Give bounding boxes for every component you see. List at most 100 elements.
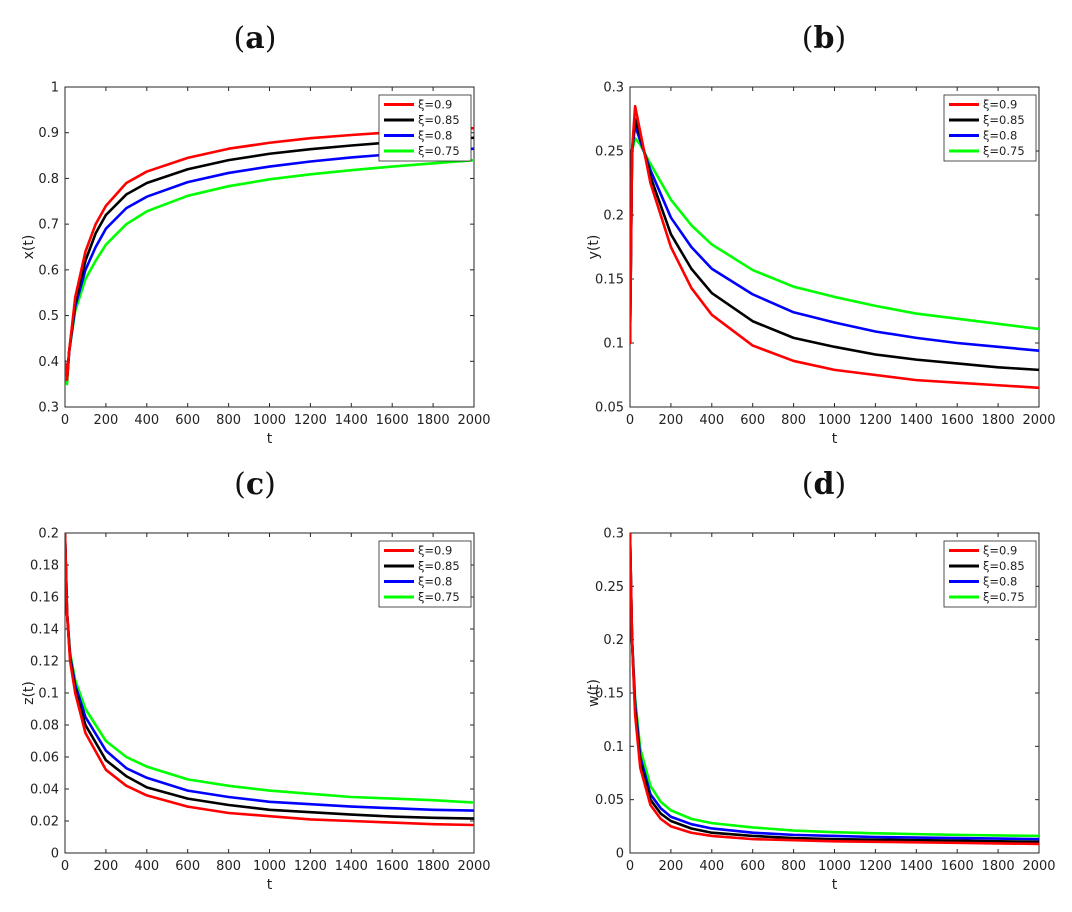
series-line [630, 117, 1039, 372]
legend-label: ξ=0.9 [983, 98, 1017, 112]
y-tick-label: 0.25 [595, 145, 624, 160]
y-tick-label: 0.08 [30, 719, 59, 734]
y-tick-label: 0.6 [38, 263, 59, 278]
y-axis-label: z(t) [21, 681, 37, 705]
y-tick-label: 0.18 [30, 559, 59, 574]
legend-label: ξ=0.75 [983, 144, 1025, 158]
x-tick-label: 1200 [294, 413, 327, 428]
x-tick-label: 400 [699, 413, 724, 428]
y-axis-label: w(t) [586, 679, 602, 707]
x-tick-label: 1600 [376, 859, 409, 874]
x-axis-label: t [267, 431, 273, 447]
y-tick-label: 0.06 [30, 751, 59, 766]
legend-label: ξ=0.8 [418, 129, 452, 143]
series-group-b [630, 104, 1039, 390]
panel-label-d-letter: d [814, 467, 835, 502]
panel-label-b: (b) [802, 21, 846, 56]
panel-label-a-letter: a [245, 21, 264, 56]
x-tick-label: 2000 [457, 859, 490, 874]
legend-label: ξ=0.9 [983, 544, 1017, 558]
legend-label: ξ=0.9 [418, 98, 452, 112]
chart-c: 0 200 400 600 800 1000 1200 1400 1600 1800 2000 0 0.… [21, 527, 491, 894]
x-axis-label: t [267, 877, 273, 893]
x-tick-label: 1800 [417, 413, 450, 428]
y-tick-label: 0.3 [603, 81, 624, 96]
y-tick-label: 0.02 [30, 815, 59, 830]
legend-label: ξ=0.8 [983, 129, 1017, 143]
y-tick-label: 0.3 [603, 527, 624, 542]
x-tick-label: 1200 [859, 413, 892, 428]
y-tick-label: 0.5 [38, 309, 59, 324]
x-tick-label: 1200 [294, 859, 327, 874]
series-group-a [65, 126, 474, 386]
series-line [630, 136, 1039, 345]
x-tick-label: 1000 [818, 859, 851, 874]
y-axis-label: x(t) [21, 235, 37, 260]
panel-label-c: (c) [234, 467, 276, 502]
x-tick-label: 600 [175, 413, 200, 428]
y-tick-label: 0.15 [595, 687, 624, 702]
x-tick-label: 0 [61, 859, 69, 874]
x-tick-label: 800 [781, 859, 806, 874]
legend-label: ξ=0.85 [983, 113, 1025, 127]
series-line [630, 104, 1039, 390]
x-tick-label: 800 [216, 859, 241, 874]
legend-label: ξ=0.8 [418, 575, 452, 589]
y-tick-label: 0.12 [30, 655, 59, 670]
x-tick-label: 2000 [1022, 859, 1055, 874]
legend-label: ξ=0.75 [418, 144, 460, 158]
y-tick-label: 0.7 [38, 218, 59, 233]
legend-b: ξ=0.9ξ=0.85 ξ=0.8ξ=0.75 [943, 94, 1037, 162]
x-tick-label: 600 [740, 413, 765, 428]
legend-a: ξ=0.9ξ=0.85 ξ=0.8ξ=0.75 [378, 94, 472, 162]
x-tick-label: 400 [134, 859, 159, 874]
chart-d: 0 200 400 600 800 1000 1200 1400 1600 1800 2000 0 0.… [586, 527, 1056, 894]
x-tick-label: 1000 [253, 413, 286, 428]
series-line [630, 533, 1039, 846]
series-line [65, 533, 474, 827]
series-line [630, 124, 1039, 352]
x-tick-label: 1800 [982, 413, 1015, 428]
series-group-d [630, 533, 1039, 846]
x-tick-label: 200 [93, 859, 118, 874]
y-tick-label: 0 [616, 847, 624, 862]
x-tick-label: 200 [658, 859, 683, 874]
legend-c: ξ=0.9ξ=0.85 ξ=0.8ξ=0.75 [378, 540, 472, 608]
x-tick-label: 0 [626, 859, 634, 874]
x-tick-label: 1200 [859, 859, 892, 874]
series-line [65, 126, 474, 381]
y-tick-label: 0.8 [38, 172, 59, 187]
x-tick-label: 200 [93, 413, 118, 428]
series-group-c [65, 533, 474, 827]
x-axis-label: t [832, 877, 838, 893]
y-tick-label: 0.2 [38, 527, 59, 542]
x-tick-label: 1600 [941, 859, 974, 874]
x-tick-label: 200 [658, 413, 683, 428]
y-tick-label: 0.4 [38, 355, 59, 370]
legend-label: ξ=0.8 [983, 575, 1017, 589]
chart-a: 0 200 400 600 800 1000 1200 1400 1600 1800 2000 0.3… [21, 81, 491, 448]
x-tick-label: 800 [781, 413, 806, 428]
x-tick-label: 1400 [335, 413, 368, 428]
x-tick-label: 400 [134, 413, 159, 428]
x-tick-label: 600 [175, 859, 200, 874]
y-tick-label: 0.1 [603, 337, 624, 352]
x-tick-label: 1800 [982, 859, 1015, 874]
x-tick-label: 0 [626, 413, 634, 428]
x-tick-label: 2000 [1022, 413, 1055, 428]
x-tick-label: 1400 [900, 413, 933, 428]
y-tick-label: 0 [51, 847, 59, 862]
y-tick-label: 0.3 [38, 401, 59, 416]
y-tick-label: 0.04 [30, 783, 59, 798]
x-tick-label: 400 [699, 859, 724, 874]
y-tick-label: 0.2 [603, 633, 624, 648]
y-tick-label: 0.14 [30, 623, 59, 638]
legend-label: ξ=0.75 [983, 590, 1025, 604]
legend-label: ξ=0.75 [418, 590, 460, 604]
x-tick-label: 1000 [818, 413, 851, 428]
x-tick-label: 600 [740, 859, 765, 874]
legend-d: ξ=0.9ξ=0.85 ξ=0.8ξ=0.75 [943, 540, 1037, 608]
y-axis-label: y(t) [586, 235, 602, 260]
x-tick-label: 1000 [253, 859, 286, 874]
